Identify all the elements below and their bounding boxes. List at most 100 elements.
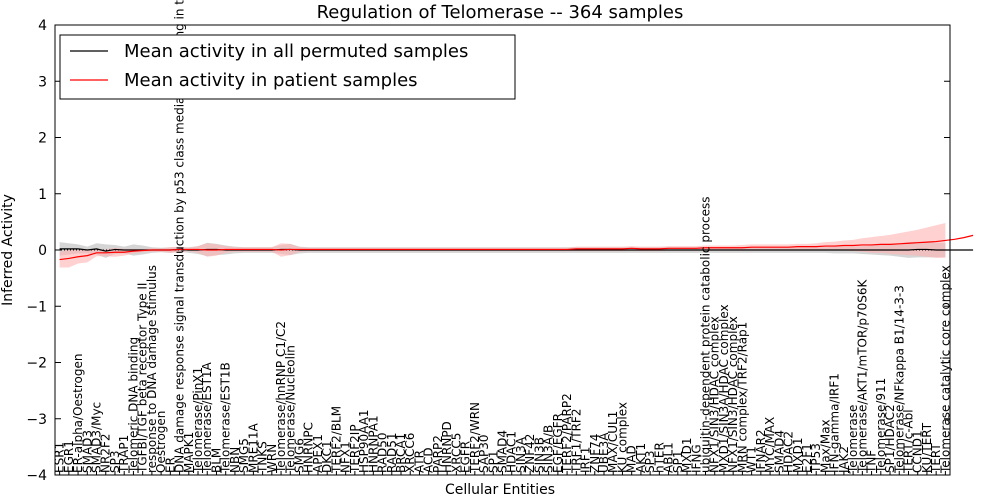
category-label: BLM <box>209 448 223 473</box>
category-label: SP3 <box>643 451 657 474</box>
category-label: ESR1 <box>53 442 67 473</box>
category-label: TERF2/WRN <box>468 402 482 474</box>
category-label: SMG5 <box>237 438 251 473</box>
category-label: E2F1 <box>800 443 814 473</box>
category-label: EGR1 <box>62 440 76 473</box>
category-label: RAD51 <box>385 432 399 473</box>
category-label: SMAD3 <box>80 430 94 473</box>
y-tick-label: 2 <box>38 131 47 147</box>
category-label: NFX1 <box>339 441 353 473</box>
category-label: ER-alpha/Oestrogen <box>71 354 85 473</box>
legend-label-patient: Mean activity in patient samples <box>124 70 418 91</box>
category-label: Telomerase/hnRNP C1/C2 <box>274 321 288 474</box>
y-tick-label: 4 <box>38 18 47 34</box>
category-label: Telomerase/EST1B <box>219 362 233 474</box>
category-label: XRCC5 <box>449 433 463 473</box>
category-label: Telomerase/PinX1 <box>191 367 205 474</box>
category-label: MAPK1 <box>182 432 196 473</box>
category-label: CCND1 <box>911 430 925 473</box>
y-tick-label: −3 <box>26 412 47 428</box>
category-label: UBE3A <box>597 432 611 473</box>
category-label: Telomerase/NFkappa B1/14-3-3 <box>892 285 906 474</box>
spread-bands <box>59 223 946 268</box>
category-label: MXD1 <box>680 438 694 473</box>
category-label: MRN complex/TRF2/Rap1 <box>735 322 749 473</box>
category-label: Telomerase <box>846 405 860 474</box>
category-label: WT1 <box>745 446 759 473</box>
category-label: ATR <box>412 450 426 473</box>
category-label: AKT1 <box>634 443 648 473</box>
category-label: HNRNPD <box>440 421 454 473</box>
category-label: TERF2/BLM <box>329 406 343 474</box>
category-label: Telomerase/Nucleolin <box>283 345 297 474</box>
category-label: ZNF74 <box>588 434 602 473</box>
category-label: NR2F2 <box>99 434 113 474</box>
chart-title: Regulation of Telomerase -- 364 samples <box>317 2 684 23</box>
category-label: HDAC1 <box>505 431 519 473</box>
category-label: APEX1 <box>311 434 325 473</box>
category-label: MYC/MAX <box>763 417 777 473</box>
category-label: SP1 <box>671 451 685 474</box>
category-label: IFNAR2 <box>754 429 768 473</box>
category-label: SIN3A/B <box>542 425 556 473</box>
y-tick-label: 0 <box>38 243 47 259</box>
category-label: Max/Max <box>818 419 832 473</box>
category-label: IRF1 <box>579 447 593 473</box>
category-label: SP1 <box>486 451 500 474</box>
category-label: NFX1/SIN3/HDAC complex <box>708 316 722 473</box>
x-axis-label: Cellular Entities <box>445 482 555 498</box>
category-label: TRAP1 <box>117 435 131 474</box>
y-axis-ticks: −4 −3 −2 −1 0 1 2 3 4 <box>26 18 950 484</box>
legend: Mean activity in all permuted samples Me… <box>59 34 516 100</box>
category-label: hTER <box>652 442 666 473</box>
category-label: SIN3B <box>532 437 546 473</box>
category-label: TP53 <box>809 443 823 474</box>
legend-label-permuted: Mean activity in all permuted samples <box>124 41 468 62</box>
category-label: RAD50 <box>376 432 390 473</box>
y-tick-label: −2 <box>26 356 47 372</box>
category-label: KU complex <box>615 402 629 473</box>
category-label: WRN <box>265 444 279 473</box>
category-label: ACD <box>422 447 436 473</box>
category-label: BRCA1 <box>394 433 408 473</box>
category-label: TERF2/PARP2 <box>560 393 574 474</box>
category-label: HSP90AA1 <box>357 409 371 473</box>
category-label: SMAD4 <box>772 430 786 473</box>
category-label: IFN-gamma/IRF1 <box>828 373 842 473</box>
category-labels: ESR1EGR1ER-alpha/OestrogenSMAD3SMAD3/Myc… <box>53 0 952 475</box>
y-tick-label: −4 <box>26 468 47 484</box>
category-label: DNA damage response signal transduction … <box>173 0 187 473</box>
category-label: MAX/CUL1 <box>606 411 620 473</box>
category-label: TGFBI/TGF beta receptor Type II <box>136 283 150 474</box>
category-label: EGF/EGFR <box>551 413 565 473</box>
category-label: ZNF42 <box>523 434 537 473</box>
category-label: SP1/HDAC2 <box>883 404 897 473</box>
category-label: Oestrogen <box>154 411 168 473</box>
category-label: TNKS <box>256 441 270 474</box>
band-patient <box>59 223 946 268</box>
category-label: TNF <box>865 450 879 474</box>
y-tick-label: −1 <box>26 299 47 315</box>
category-label: SMG6 <box>293 438 307 473</box>
category-label: TERT/c-Abl <box>901 409 915 474</box>
y-tick-label: 3 <box>38 74 47 90</box>
y-axis-label: Inferred Activity <box>0 194 16 306</box>
series-lines <box>59 234 974 261</box>
legend-box <box>59 34 516 100</box>
category-label: MAD <box>625 445 639 473</box>
category-label: XRCC6 <box>403 433 417 473</box>
category-label: Telomerase/911 <box>874 378 888 474</box>
category-label: TRF1/TRF2 <box>569 409 583 474</box>
category-label: Telomerase catalytic core complex <box>938 265 952 474</box>
category-label: SMAD3/Myc <box>90 402 104 473</box>
category-label: TERT <box>929 443 943 474</box>
category-label: MXD1 <box>791 438 805 473</box>
category-label: SIN3A <box>514 436 528 473</box>
category-label: DKC1 <box>320 441 334 473</box>
category-label: MRE11A <box>246 422 260 473</box>
category-label: KU/TERT <box>920 422 934 473</box>
category-label: Telomerase/AKT1/mTOR/p70S6K <box>855 278 869 474</box>
category-label: MXD1/SIN3A/HDAC complex <box>717 304 731 473</box>
category-label: SP3 <box>108 451 122 474</box>
